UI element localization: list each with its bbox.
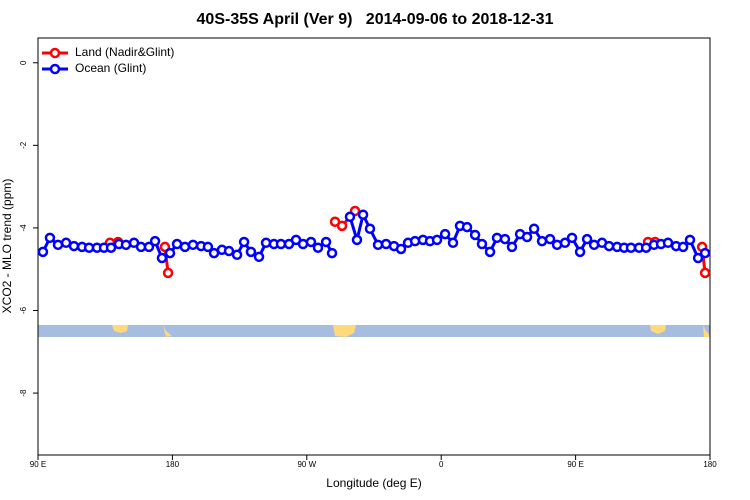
series-marker	[344, 211, 356, 223]
series-marker	[162, 267, 174, 279]
series-marker	[544, 233, 556, 245]
series-marker	[68, 240, 80, 252]
series-marker	[559, 237, 571, 249]
series-marker	[275, 238, 287, 250]
land-blob	[112, 325, 128, 333]
series-marker	[52, 239, 64, 251]
series-marker	[164, 247, 176, 259]
series-marker	[156, 252, 168, 264]
series-marker	[37, 246, 49, 258]
series-marker	[662, 237, 674, 249]
series-marker	[476, 238, 488, 250]
series-marker	[245, 246, 257, 258]
series-marker	[521, 231, 533, 243]
series-marker	[506, 241, 518, 253]
series-marker	[395, 243, 407, 255]
series-marker	[409, 235, 421, 247]
series-marker	[238, 236, 250, 248]
series-marker	[351, 234, 363, 246]
series-marker	[120, 239, 132, 251]
legend-marker	[49, 63, 61, 75]
series-marker	[536, 235, 548, 247]
series-marker	[625, 242, 637, 253]
ocean-strip	[38, 325, 710, 337]
series-marker	[469, 229, 481, 241]
x-tick-label: 180	[166, 460, 180, 469]
series-marker	[105, 242, 117, 253]
x-tick-label: 0	[439, 460, 444, 469]
series-marker	[253, 251, 265, 263]
series-marker	[677, 241, 689, 253]
chart-title: 40S-35S April (Ver 9) 2014-09-06 to 2018…	[197, 11, 554, 28]
x-tick-label: 90 E	[30, 460, 46, 469]
y-tick-label: -6	[19, 306, 28, 314]
series-marker	[461, 221, 473, 233]
series-marker	[447, 237, 459, 249]
land-blob	[650, 325, 666, 334]
land-ocean-strip	[38, 325, 710, 337]
legend-label: Land (Nadir&Glint)	[75, 45, 174, 59]
series-marker	[372, 239, 384, 251]
land-blob	[333, 325, 356, 337]
y-axis-label: XCO2 - MLO trend (ppm)	[0, 179, 14, 314]
series-marker	[603, 240, 615, 252]
series-marker	[260, 237, 272, 249]
series-marker	[692, 252, 704, 264]
series-marker	[484, 246, 496, 258]
series-marker	[357, 209, 369, 220]
land-blob	[703, 325, 710, 337]
series-marker	[699, 247, 711, 259]
series-marker	[44, 232, 56, 244]
series-marker	[179, 241, 191, 253]
legend-marker	[49, 47, 61, 59]
x-tick-label: 180	[703, 460, 717, 469]
series-marker	[326, 247, 338, 259]
series-marker	[336, 220, 348, 232]
series-marker	[312, 242, 324, 253]
series-marker	[574, 246, 586, 258]
series-marker	[439, 228, 451, 240]
legend-label: Ocean (Glint)	[75, 61, 146, 75]
series-marker	[699, 267, 711, 279]
y-tick-label: -8	[19, 389, 28, 397]
series-marker	[320, 236, 332, 248]
series-marker	[499, 233, 511, 245]
land-blob	[163, 325, 172, 337]
x-tick-label: 90 E	[567, 460, 583, 469]
series-marker	[305, 236, 317, 248]
series-marker	[566, 232, 578, 244]
series-marker	[431, 234, 443, 246]
plot-frame	[37, 37, 711, 456]
x-axis-label: Longitude (deg E)	[326, 476, 421, 490]
x-tick-label: 90 W	[297, 460, 316, 469]
y-tick-label: -2	[19, 141, 28, 149]
series-marker	[364, 223, 376, 234]
y-tick-label: -4	[19, 224, 28, 232]
series-marker	[491, 232, 503, 244]
series-marker	[528, 223, 540, 234]
series-marker	[202, 241, 214, 253]
y-tick-label: 0	[19, 60, 28, 65]
series-marker	[684, 234, 696, 246]
series-marker	[149, 235, 161, 247]
series-marker	[143, 241, 155, 253]
series-marker	[187, 239, 199, 251]
series-marker	[223, 245, 235, 257]
series-marker	[231, 249, 243, 261]
series-marker	[581, 233, 593, 245]
